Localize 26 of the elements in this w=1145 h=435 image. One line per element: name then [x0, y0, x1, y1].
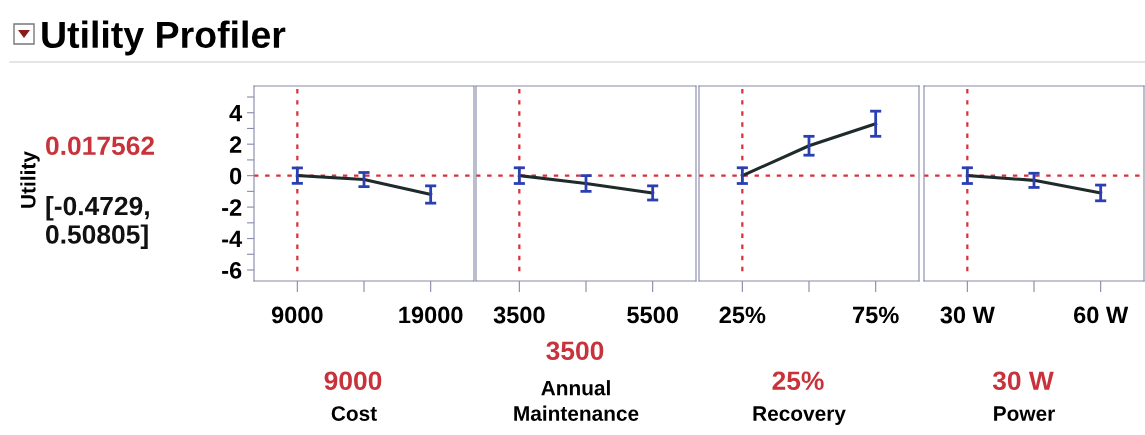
x-tick-label: 5500 [627, 306, 678, 324]
x-tick-label: 3500 [493, 306, 545, 324]
text: 0.017562 [46, 136, 155, 156]
text: 25% [772, 371, 824, 391]
y-tick-label: -6 [222, 262, 242, 279]
x-axis-title: Power [994, 406, 1055, 421]
x-axis-title: Recovery [753, 406, 846, 425]
x-tick-label: 75% [853, 306, 899, 324]
x-tick-label: 25% [719, 306, 766, 324]
category-label: 9000 [324, 371, 382, 391]
text: 30 W [992, 371, 1054, 391]
x-tick-label: 9000 [271, 306, 323, 324]
x-tick-label: 60 W [1073, 306, 1129, 324]
y-tick-label: 2 [229, 136, 242, 153]
y-tick-label: -4 [222, 230, 243, 248]
y-tick-label: -2 [222, 199, 242, 216]
y-tick-label: 4 [229, 105, 243, 122]
y-axis-title: Utility [20, 151, 40, 208]
x-axis-title: Annual Maintenance [514, 380, 639, 421]
x-axis-title: Cost [331, 406, 377, 421]
x-tick-label: 30 W [940, 306, 995, 324]
y-tick-label: 0 [230, 167, 242, 185]
category-label: 3500 [546, 341, 604, 361]
chart-title: Utility Profiler [42, 20, 286, 56]
x-tick-label: 19000 [399, 306, 463, 324]
text: [-0.4729, 0.50805] [46, 196, 149, 250]
